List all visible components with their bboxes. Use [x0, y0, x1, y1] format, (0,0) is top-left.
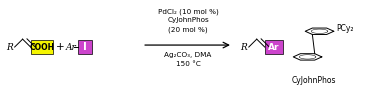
FancyBboxPatch shape — [31, 40, 54, 54]
FancyBboxPatch shape — [78, 40, 92, 54]
Text: Ar: Ar — [268, 43, 279, 52]
Text: COOH: COOH — [29, 43, 54, 52]
Text: Ar: Ar — [65, 43, 76, 52]
Text: +: + — [56, 42, 65, 52]
Text: R: R — [6, 43, 12, 52]
Text: Ag₂CO₃, DMA: Ag₂CO₃, DMA — [164, 52, 212, 58]
Text: CyJohnPhos: CyJohnPhos — [167, 17, 209, 23]
Text: (20 mol %): (20 mol %) — [168, 26, 208, 33]
Text: 150 °C: 150 °C — [175, 61, 200, 67]
Text: PCy₂: PCy₂ — [336, 24, 353, 33]
Text: R: R — [240, 43, 246, 52]
FancyBboxPatch shape — [265, 40, 283, 54]
Text: CyJohnPhos: CyJohnPhos — [291, 76, 336, 85]
Text: PdCl₂ (10 mol %): PdCl₂ (10 mol %) — [158, 8, 218, 15]
Text: I: I — [84, 42, 87, 52]
